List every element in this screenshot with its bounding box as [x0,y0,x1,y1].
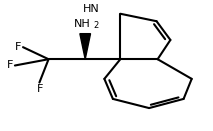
Text: NH: NH [74,19,91,29]
Text: F: F [6,61,13,70]
Text: F: F [37,84,44,94]
Text: 2: 2 [94,21,99,30]
Text: HN: HN [83,4,100,14]
Text: F: F [14,42,21,52]
Polygon shape [80,34,91,59]
